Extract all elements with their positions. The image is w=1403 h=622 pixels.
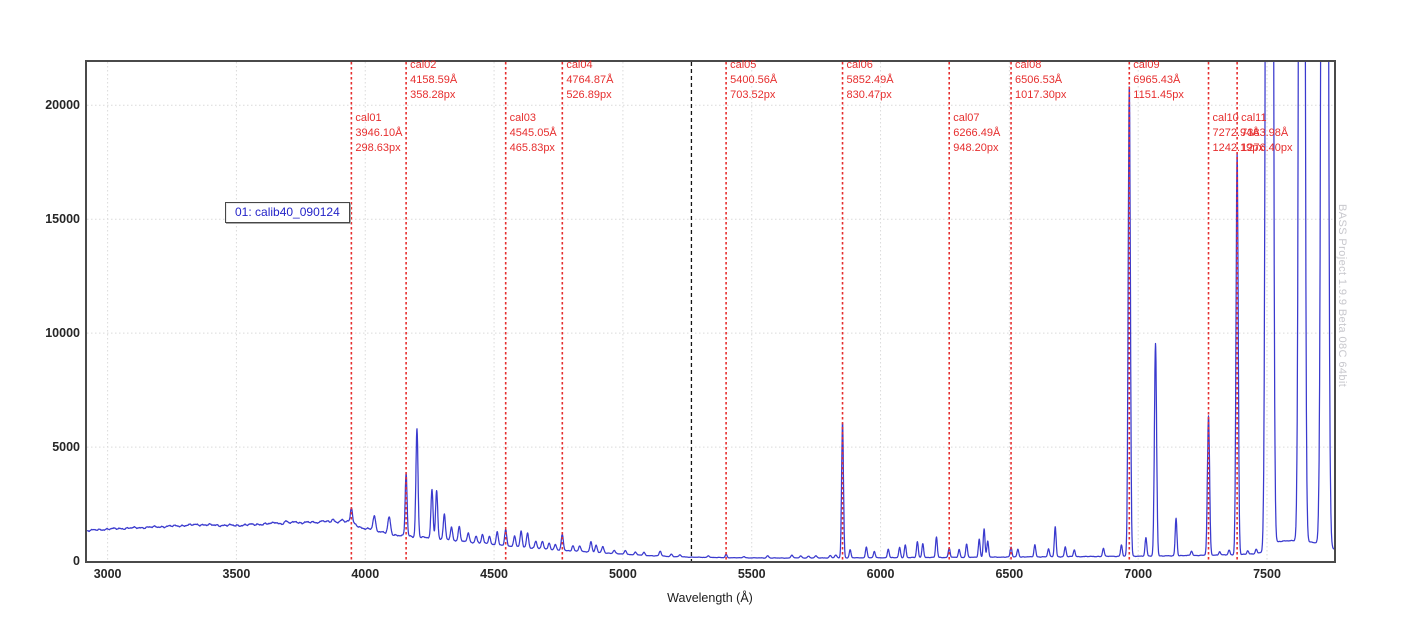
cal-marker-label-cal05: cal05 5400.56Å 703.52px — [730, 59, 778, 101]
y-tick-15000: 15000 — [45, 212, 80, 227]
cal-marker-label-cal08: cal08 6506.53Å 1017.30px — [1015, 59, 1067, 101]
cal-marker-label-cal10: cal10 7272.94Å 1242.19px — [1212, 112, 1264, 154]
watermark-vertical-text: BASS Project 1.9.9 Beta 08C 64bit — [1336, 204, 1348, 388]
x-tick-6500: 6500 — [995, 567, 1024, 581]
plot-area[interactable]: cal01 3946.10Å 298.63px cal02 4158.59Å 358.28… — [85, 59, 1336, 563]
cal-marker-label-cal01: cal01 3946.10Å 298.63px — [355, 112, 403, 154]
cal-marker-label-cal07: cal07 6266.49Å 948.20px — [953, 112, 1001, 154]
cal-marker-label-cal02: cal02 4158.59Å 358.28px — [410, 59, 458, 101]
x-tick-3000: 3000 — [93, 567, 122, 581]
spectrum-line-series — [87, 62, 1334, 559]
x-axis-title: Wavelength (Å) — [667, 591, 753, 605]
x-tick-7500: 7500 — [1253, 567, 1281, 581]
x-tick-4000: 4000 — [351, 567, 380, 581]
x-tick-7000: 7000 — [1124, 567, 1153, 581]
legend-box[interactable]: 01: calib40_090124 — [225, 202, 350, 223]
cal-marker-label-cal03: cal03 4545.05Å 465.83px — [509, 112, 557, 154]
cal-marker-label-cal06: cal06 5852.49Å 830.47px — [846, 59, 894, 101]
x-tick-3500: 3500 — [222, 567, 251, 581]
x-tick-5000: 5000 — [608, 567, 637, 581]
cal-marker-label-cal09: cal09 6965.43Å 1151.45px — [1133, 59, 1184, 101]
y-tick-5000: 5000 — [52, 440, 80, 455]
y-tick-0: 0 — [73, 554, 80, 568]
x-tick-4500: 4500 — [480, 567, 508, 581]
cal-marker-label-cal11: cal11 7383.98Å 1276.40px — [1241, 112, 1293, 154]
x-tick-5500: 5500 — [737, 567, 766, 581]
y-tick-10000: 10000 — [45, 326, 80, 341]
legend-label: 01: calib40_090124 — [235, 205, 340, 219]
cal-marker-label-cal04: cal04 4764.87Å 526.89px — [566, 59, 614, 101]
y-tick-20000: 20000 — [45, 98, 80, 113]
spectrum-chart-svg — [87, 62, 1334, 561]
x-tick-6000: 6000 — [866, 567, 895, 581]
